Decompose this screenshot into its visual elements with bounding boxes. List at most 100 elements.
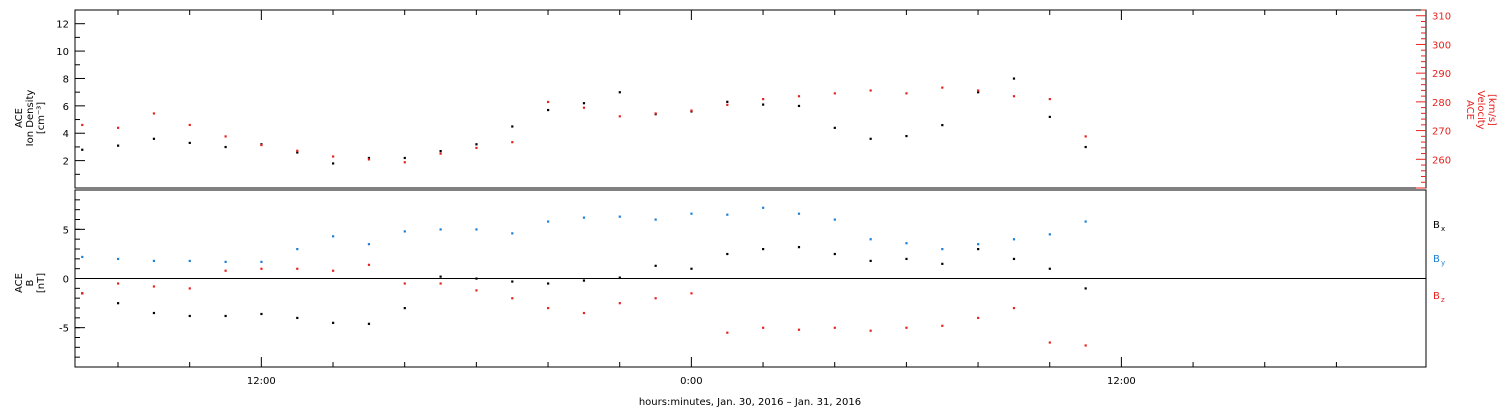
legend-bx-label: B	[1433, 220, 1440, 231]
density-point	[296, 151, 299, 154]
density-point	[797, 104, 801, 108]
density-point	[188, 141, 191, 145]
legend-bz-sub: z	[1441, 296, 1445, 304]
legend-by: B y	[1433, 254, 1445, 267]
velocity-tick-label: 290	[1432, 69, 1451, 80]
by-point	[475, 228, 478, 231]
by-point	[81, 255, 84, 259]
by-point	[260, 260, 263, 263]
bz-point	[367, 263, 371, 266]
legend-by-label: B	[1433, 254, 1440, 265]
bx-point	[1084, 287, 1087, 290]
bx-point	[403, 307, 406, 310]
bottom-panel-marks	[81, 206, 1087, 347]
by-point	[582, 216, 586, 219]
velocity-point	[547, 100, 550, 104]
by-point	[1048, 233, 1051, 236]
bx-point	[152, 311, 156, 315]
bz-point	[188, 287, 191, 290]
bx-point	[905, 257, 908, 261]
by-point	[152, 259, 156, 262]
velocity-point	[618, 115, 621, 118]
bz-point	[439, 282, 442, 285]
top-panel-marks	[81, 77, 1087, 165]
axes: 12:00 0:00 12:00 2 4 6 8 10 12 260 270 280 290 300 310…	[56, 9, 1451, 387]
by-point	[690, 212, 693, 215]
bz-point	[1048, 341, 1051, 344]
bz-point	[941, 324, 944, 327]
x-tick-label: 0:00	[680, 376, 702, 387]
by-point	[1084, 220, 1087, 223]
bx-point	[224, 314, 227, 318]
velocity-point	[1048, 98, 1051, 101]
density-tick-label: 8	[63, 74, 69, 85]
density-point	[977, 91, 980, 94]
bx-point	[1012, 257, 1016, 261]
by-point	[403, 230, 406, 233]
bx-point	[117, 302, 120, 305]
x-axis-label: hours:minutes, Jan. 30, 2016 – Jan. 31, …	[639, 397, 861, 408]
velocity-point	[117, 126, 120, 129]
bx-point	[762, 248, 765, 251]
density-point	[475, 143, 478, 146]
bx-point	[654, 264, 657, 267]
bz-point	[833, 326, 836, 329]
velocity-point	[1084, 135, 1087, 138]
velocity-point	[152, 112, 156, 115]
bx-point	[690, 267, 693, 270]
velocity-point	[224, 135, 227, 138]
bx-point	[511, 280, 514, 283]
bx-point	[1048, 267, 1051, 270]
velocity-point	[260, 143, 263, 147]
density-point	[582, 102, 586, 105]
velocity-point	[511, 141, 514, 144]
top-left-label-2: Ion Density	[25, 90, 36, 147]
bz-point	[582, 311, 586, 315]
velocity-point	[905, 92, 908, 95]
bx-point	[188, 314, 191, 318]
bx-point	[941, 262, 944, 265]
top-left-label-3: [cm⁻³]	[36, 102, 47, 134]
bz-point	[726, 331, 729, 334]
by-point	[1012, 238, 1016, 241]
velocity-point	[188, 123, 191, 127]
x-tick-label: 12:00	[1107, 376, 1136, 387]
by-point	[905, 242, 908, 245]
velocity-point	[475, 146, 478, 150]
bx-point	[977, 248, 980, 251]
by-point	[726, 213, 729, 216]
bz-point	[117, 282, 120, 285]
bx-point	[618, 276, 621, 279]
bz-point	[296, 267, 299, 270]
b-tick-label: -5	[59, 324, 69, 335]
bz-point	[152, 285, 156, 288]
velocity-tick-label: 260	[1432, 155, 1451, 166]
bx-point	[367, 322, 371, 325]
bx-point	[833, 252, 836, 256]
by-point	[547, 220, 550, 223]
bx-point	[260, 312, 263, 316]
velocity-point	[726, 103, 729, 106]
by-point	[224, 260, 227, 263]
by-point	[762, 206, 765, 209]
by-point	[188, 259, 191, 262]
density-point	[1012, 77, 1016, 80]
by-point	[511, 232, 514, 235]
by-point	[618, 215, 621, 218]
bz-point	[332, 269, 335, 272]
by-point	[367, 243, 371, 246]
velocity-tick-label: 300	[1432, 40, 1451, 51]
velocity-point	[332, 155, 335, 158]
bz-point	[1012, 307, 1016, 310]
bz-point	[475, 289, 478, 292]
density-tick-label: 10	[56, 47, 69, 58]
bz-point	[511, 297, 514, 300]
bz-point	[762, 326, 765, 329]
bz-point	[654, 297, 657, 300]
velocity-point	[869, 89, 872, 92]
bz-point	[797, 328, 801, 331]
bx-point	[332, 321, 335, 324]
velocity-point	[797, 95, 801, 98]
density-point	[1084, 145, 1087, 149]
bz-point	[224, 269, 227, 272]
